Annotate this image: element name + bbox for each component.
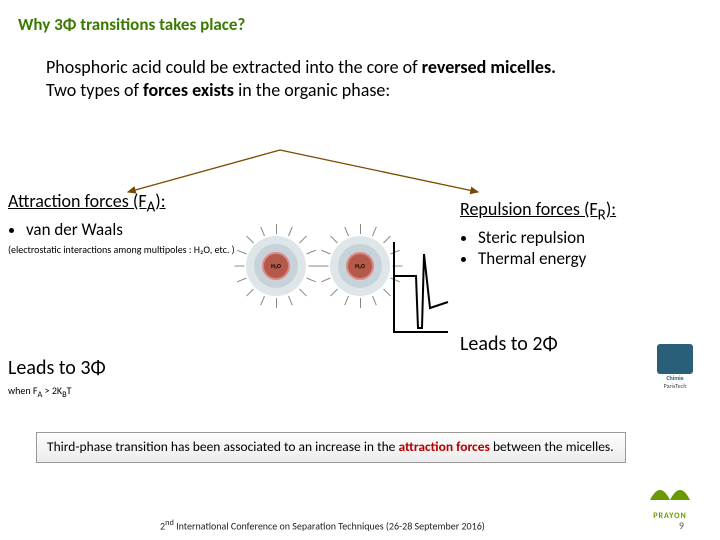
repulsion-bullets: Steric repulsionThermal energy: [478, 227, 700, 269]
page-number: 9: [679, 519, 684, 532]
micelle-left: H₂O: [240, 230, 312, 302]
leads-2phi: Leads to 2Φ: [460, 332, 558, 356]
chimie-paris-logo: Chimie ParisTech: [652, 344, 698, 390]
conference-footer: 2nd International Conference on Separati…: [160, 518, 485, 532]
potential-curve: [388, 236, 452, 338]
attraction-heading: Attraction forces (FA):: [8, 190, 238, 217]
prayon-logo: PRAYON: [642, 478, 698, 518]
intro-line2: Two types of forces exists in the organi…: [46, 79, 666, 102]
intro-text: Phosphoric acid could be extracted into …: [46, 56, 666, 103]
summary-box: Third-phase transition has been associat…: [36, 432, 626, 463]
attraction-bullets: van der Waals: [26, 219, 238, 240]
repulsion-column: Repulsion forces (FR): Steric repulsionT…: [460, 198, 700, 269]
when-condition: when FA > 2KBT: [8, 384, 72, 400]
attraction-column: Attraction forces (FA): van der Waals (e…: [8, 190, 238, 256]
leads-3phi: Leads to 3Φ: [8, 356, 106, 380]
repulsion-heading: Repulsion forces (FR):: [460, 198, 700, 225]
micelle-diagram: H₂O H₂O: [240, 230, 396, 302]
slide-title: Why 3Φ transitions takes place?: [18, 14, 245, 35]
attraction-subtext: (electrostatic interactions among multip…: [8, 244, 238, 256]
intro-line1: Phosphoric acid could be extracted into …: [46, 56, 666, 79]
micelle-right: H₂O: [324, 230, 396, 302]
